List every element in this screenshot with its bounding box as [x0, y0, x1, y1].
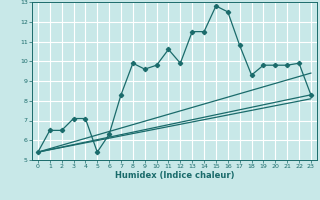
X-axis label: Humidex (Indice chaleur): Humidex (Indice chaleur) [115, 171, 234, 180]
